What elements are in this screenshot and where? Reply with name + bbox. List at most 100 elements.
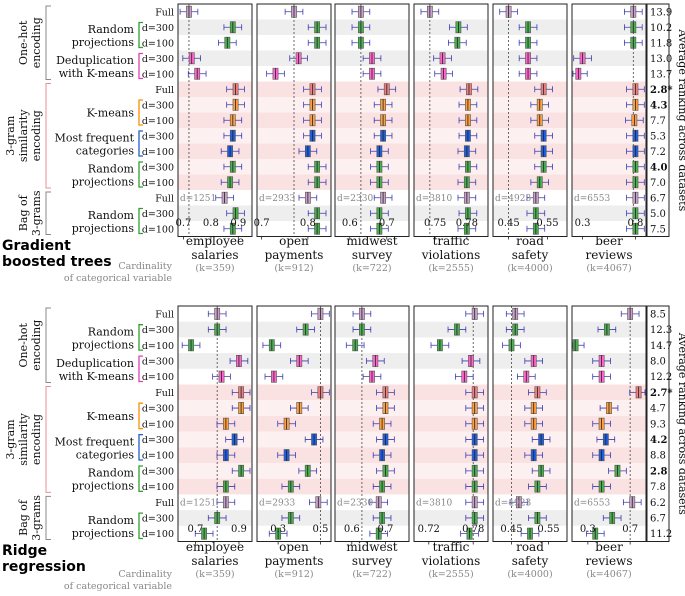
tick-label: 0.7	[254, 218, 270, 229]
row-label: d=100	[142, 482, 174, 493]
row-stripe	[414, 400, 488, 416]
method-bracket	[138, 52, 143, 80]
row-stripe	[572, 143, 646, 159]
ranking-value: 6.7	[650, 193, 666, 204]
row-label: d=300	[142, 404, 174, 415]
dataset-name: midwest	[346, 540, 397, 554]
method-label: Random	[88, 163, 135, 176]
ranking-value: 4.0	[650, 162, 667, 173]
method-label: Deduplication	[56, 357, 134, 370]
method-bracket	[138, 161, 143, 188]
cardinality-label: (k=4067)	[586, 569, 631, 580]
row-stripe	[178, 174, 252, 190]
method-bracket	[138, 324, 143, 351]
method-label: K-means	[87, 107, 135, 120]
cardinality-label: (k=4000)	[507, 263, 552, 274]
row-stripe	[414, 463, 488, 479]
group-label-line: 3-grams	[30, 495, 43, 541]
method-label-line2: projections	[72, 36, 135, 49]
tick-label: 0.8	[300, 218, 316, 229]
dataset-name: midwest	[346, 234, 397, 248]
tick-label: 0.3	[575, 218, 591, 229]
row-stripe	[572, 128, 646, 144]
group-label: Bag of	[17, 499, 30, 536]
group-label-line: encoding	[30, 110, 43, 161]
row-stripe	[335, 81, 409, 97]
row-stripe	[178, 400, 252, 416]
method-label-line2: with K-means	[59, 67, 135, 80]
cardinality-label: (k=359)	[195, 569, 234, 580]
row-stripe	[257, 159, 331, 175]
method-label: Random	[88, 23, 135, 36]
rank-frame	[646, 3, 670, 237]
row-stripe	[178, 463, 252, 479]
row-label: d=100	[142, 38, 174, 49]
row-stripe	[335, 400, 409, 416]
group-bracket	[45, 495, 51, 540]
row-label: d=100	[142, 341, 174, 352]
section-title: Gradient	[2, 238, 71, 254]
dataset-name-line2: reviews	[586, 554, 633, 568]
method-label: Random	[88, 325, 135, 338]
row-stripe	[335, 19, 409, 35]
tick-label: 0.75	[424, 218, 446, 229]
tick-label: 0.9	[230, 218, 246, 229]
dataset-name: beer	[595, 540, 623, 554]
row-stripe	[572, 174, 646, 190]
cardinality-label: (k=2555)	[428, 263, 473, 274]
row-stripe	[178, 50, 252, 66]
dimension-label: d=1251	[180, 194, 216, 204]
dataset-name: open	[279, 234, 309, 248]
dataset-name: open	[279, 540, 309, 554]
rank-frame	[646, 305, 670, 542]
row-stripe	[572, 205, 646, 221]
ranking-value: 10.2	[650, 23, 672, 34]
row-stripe	[414, 174, 488, 190]
tick-label: 0.8	[203, 218, 219, 229]
row-stripe	[178, 353, 252, 369]
group-bracket	[45, 83, 51, 189]
row-stripe	[493, 463, 567, 479]
row-stripe	[572, 97, 646, 113]
ranking-value: 5.3	[650, 131, 666, 142]
panel-frame	[256, 3, 332, 237]
method-bracket	[138, 402, 143, 430]
ranking-value: 8.5	[650, 309, 666, 320]
row-label: d=100	[142, 69, 174, 80]
ranking-value: 13.9	[650, 7, 672, 18]
panel-frame	[413, 305, 489, 542]
dataset-name: road	[516, 540, 544, 554]
row-stripe	[335, 478, 409, 495]
dimension-label: d=2933	[259, 194, 295, 204]
method-bracket	[138, 512, 143, 540]
method-label-line2: with K-means	[59, 370, 135, 383]
method-label: Most frequent	[55, 435, 135, 448]
ranking-value: 7.7	[650, 116, 666, 127]
group-label: Bag of	[17, 194, 30, 231]
method-bracket	[138, 465, 143, 493]
ranking-value: 2.8	[650, 466, 667, 477]
row-stripe	[178, 143, 252, 159]
ranking-value: 7.0	[650, 178, 666, 189]
row-stripe	[178, 384, 252, 401]
panel-frame	[177, 3, 253, 237]
row-stripe	[493, 81, 567, 97]
group-bracket	[45, 386, 51, 493]
group-label: 3-gram	[4, 419, 17, 460]
row-stripe	[257, 384, 331, 401]
row-label: d=300	[142, 54, 174, 65]
tick-label: 0.8	[627, 218, 643, 229]
row-stripe	[493, 431, 567, 448]
method-label: K-means	[87, 410, 135, 423]
row-label: d=100	[142, 529, 174, 540]
method-label-line2: projections	[72, 527, 135, 540]
ranking-value: 5.0	[650, 209, 666, 220]
tick-label: 0.45	[500, 524, 522, 535]
group-bracket	[45, 5, 51, 80]
panel-frame	[492, 3, 568, 237]
method-label: Deduplication	[56, 54, 134, 67]
dimension-label: d=6553	[574, 498, 610, 508]
row-stripe	[335, 384, 409, 401]
row-stripe	[257, 174, 331, 190]
method-bracket	[138, 21, 143, 49]
